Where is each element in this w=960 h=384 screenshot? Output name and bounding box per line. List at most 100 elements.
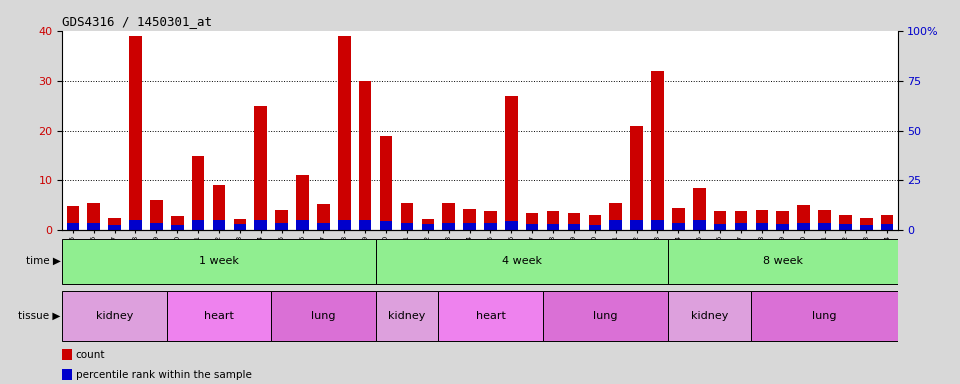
Bar — [484, 212, 496, 230]
Text: lung: lung — [311, 311, 336, 321]
Text: 4 week: 4 week — [502, 256, 541, 266]
Bar — [272, 291, 375, 341]
Bar — [547, 224, 560, 230]
Bar — [752, 291, 898, 341]
Bar — [192, 220, 204, 230]
Bar — [714, 224, 727, 230]
Bar — [567, 213, 580, 230]
Bar — [438, 291, 542, 341]
Bar — [734, 212, 747, 230]
Bar — [297, 175, 309, 230]
Bar — [668, 239, 898, 283]
Bar — [66, 223, 79, 230]
Bar — [276, 223, 288, 230]
Bar — [338, 36, 350, 230]
Text: kidney: kidney — [388, 311, 425, 321]
Bar — [421, 219, 434, 230]
Bar — [130, 36, 142, 230]
Bar — [547, 212, 560, 230]
Bar — [777, 224, 789, 230]
Bar — [297, 220, 309, 230]
Bar — [421, 224, 434, 230]
Bar — [881, 224, 894, 230]
Bar — [171, 225, 183, 230]
Bar — [464, 209, 476, 230]
Bar — [505, 96, 517, 230]
Bar — [443, 223, 455, 230]
Bar — [359, 220, 372, 230]
Bar — [631, 220, 643, 230]
Text: lung: lung — [593, 311, 617, 321]
Bar — [881, 215, 894, 230]
Text: time ▶: time ▶ — [26, 256, 60, 266]
Bar — [777, 212, 789, 230]
Bar — [254, 106, 267, 230]
Text: percentile rank within the sample: percentile rank within the sample — [76, 370, 252, 380]
Bar — [233, 219, 246, 230]
Bar — [818, 223, 830, 230]
Bar — [171, 217, 183, 230]
Bar — [610, 220, 622, 230]
Bar — [484, 223, 496, 230]
Bar — [359, 81, 372, 230]
Bar — [213, 220, 226, 230]
Bar — [756, 223, 768, 230]
Bar — [839, 215, 852, 230]
Bar — [87, 223, 100, 230]
Bar — [567, 224, 580, 230]
Bar — [87, 203, 100, 230]
Bar — [631, 126, 643, 230]
Bar — [693, 220, 706, 230]
Bar — [505, 222, 517, 230]
Text: tissue ▶: tissue ▶ — [18, 311, 60, 321]
Bar — [62, 369, 72, 380]
Bar — [588, 215, 601, 230]
Bar — [66, 207, 79, 230]
Bar — [167, 291, 272, 341]
Bar — [380, 136, 393, 230]
Bar — [400, 223, 413, 230]
Text: heart: heart — [475, 311, 505, 321]
Text: lung: lung — [812, 311, 837, 321]
Bar — [798, 205, 810, 230]
Bar — [818, 210, 830, 230]
Text: count: count — [76, 350, 106, 360]
Bar — [860, 218, 873, 230]
Text: GDS4316 / 1450301_at: GDS4316 / 1450301_at — [62, 15, 212, 28]
Text: 8 week: 8 week — [763, 256, 803, 266]
Bar — [542, 291, 668, 341]
Bar — [798, 223, 810, 230]
Bar — [254, 220, 267, 230]
Bar — [375, 291, 438, 341]
Bar — [317, 223, 329, 230]
Bar — [150, 223, 162, 230]
Bar — [317, 204, 329, 230]
Text: heart: heart — [204, 311, 234, 321]
Bar — [108, 225, 121, 230]
Bar — [860, 225, 873, 230]
Bar — [400, 203, 413, 230]
Bar — [276, 210, 288, 230]
Bar — [588, 225, 601, 230]
Bar — [108, 218, 121, 230]
Bar — [714, 212, 727, 230]
Bar — [375, 239, 668, 283]
Text: kidney: kidney — [96, 311, 133, 321]
Bar — [380, 222, 393, 230]
Bar — [150, 200, 162, 230]
Bar — [464, 223, 476, 230]
Bar — [693, 188, 706, 230]
Bar — [62, 291, 167, 341]
Bar — [443, 203, 455, 230]
Bar — [213, 185, 226, 230]
Bar — [651, 71, 663, 230]
Bar — [338, 220, 350, 230]
Bar — [62, 349, 72, 360]
Bar — [526, 213, 539, 230]
Bar — [668, 291, 752, 341]
Bar — [672, 208, 684, 230]
Bar — [610, 203, 622, 230]
Bar — [651, 220, 663, 230]
Bar — [192, 156, 204, 230]
Text: 1 week: 1 week — [199, 256, 239, 266]
